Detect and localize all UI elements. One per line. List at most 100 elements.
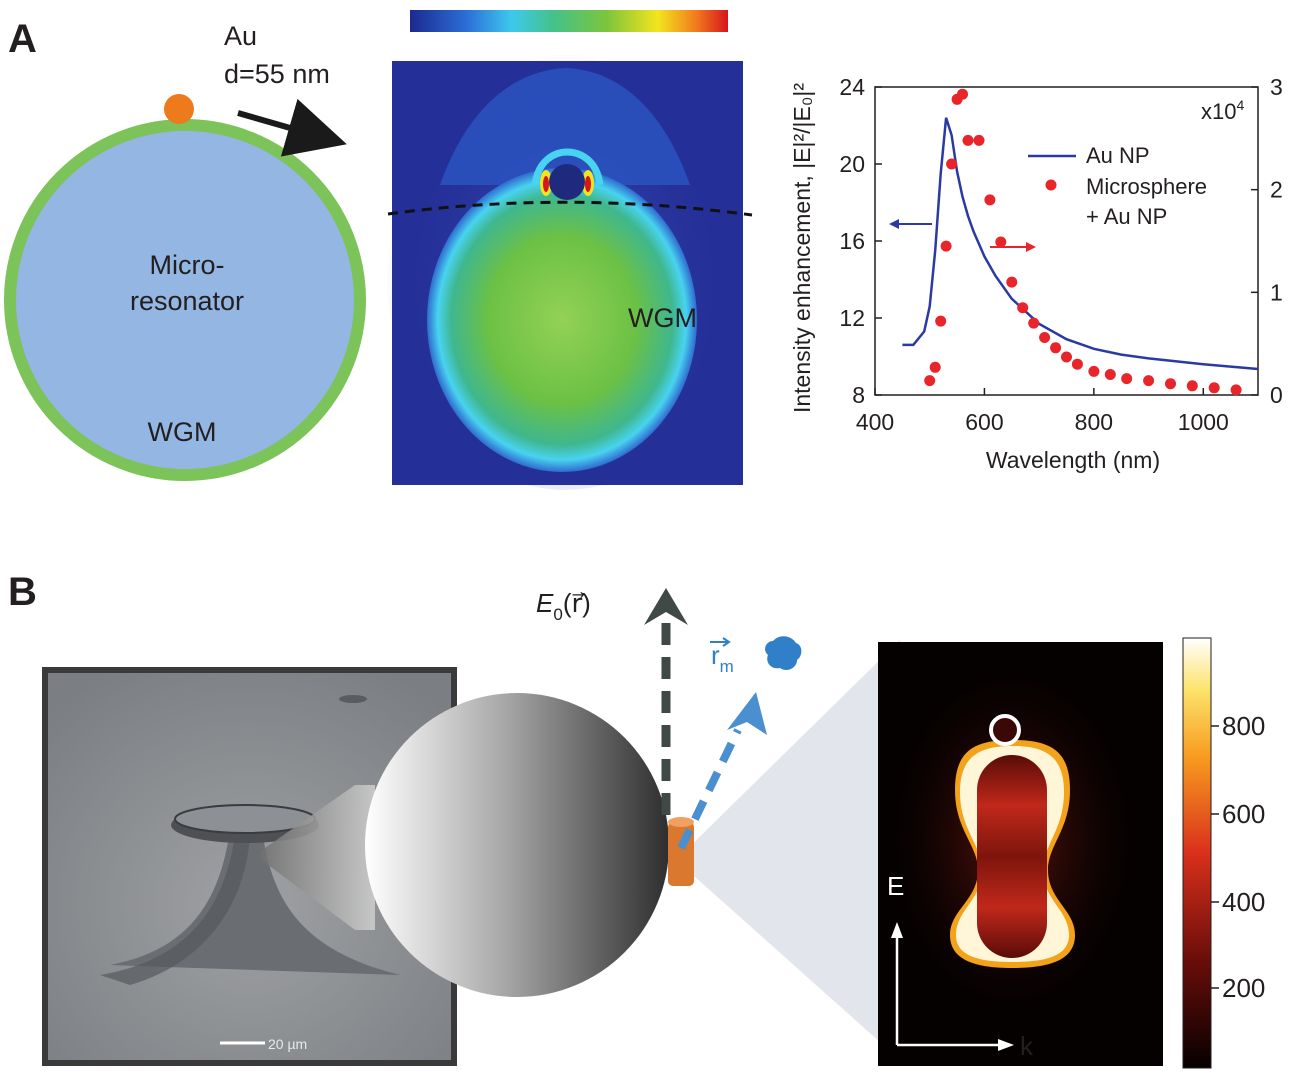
- right-tick-label: 0: [1270, 382, 1283, 408]
- right-tick-label: 1: [1270, 279, 1283, 305]
- particle-label: Au: [224, 21, 257, 51]
- sem-scale-label: 20 µm: [268, 1036, 307, 1052]
- axis-k-label: k: [1020, 1031, 1034, 1061]
- nanorod-top: [668, 817, 694, 827]
- colorbar-label-400: 400: [1222, 887, 1265, 917]
- x-axis-ticks: 400 600 800 1000: [856, 388, 1229, 435]
- sem-pedestal-shadow: [100, 835, 250, 985]
- data-point: [1017, 302, 1029, 314]
- left-tick-label: 20: [839, 151, 865, 177]
- sem-blob: [339, 695, 367, 703]
- microresonator-circle: [4, 119, 366, 481]
- nanorod-field-map: E k: [877, 642, 1163, 1066]
- data-point: [962, 134, 974, 146]
- data-point: [1143, 375, 1155, 387]
- field-arrow-head: [644, 588, 688, 625]
- data-point: [929, 361, 941, 373]
- colorbar-b-bar: [1182, 637, 1212, 1069]
- data-point: [924, 375, 936, 387]
- legend-label-microsphere-2: + Au NP: [1086, 204, 1167, 229]
- microresonator-diagram: Micro- resonator WGM: [4, 94, 366, 481]
- left-tick-label: 24: [839, 74, 865, 100]
- hotspot-right-core: [585, 176, 591, 192]
- data-point: [1104, 369, 1116, 380]
- legend-label-microsphere: Microsphere: [1086, 174, 1207, 199]
- colorbar-label-600: 600: [1222, 799, 1265, 829]
- data-point: [973, 134, 985, 146]
- sem-pedestal: [110, 830, 400, 975]
- position-arrow-shaft: [677, 728, 742, 850]
- x-tick-label: 400: [856, 409, 894, 435]
- colorbar-a: [410, 10, 728, 32]
- colorbar-label-800: 800: [1222, 711, 1265, 741]
- series-microsphere-points: [924, 88, 1242, 396]
- chart-frame: [874, 86, 1259, 396]
- gold-nanoparticle: [164, 94, 194, 124]
- data-point: [995, 236, 1007, 248]
- data-point: [935, 315, 947, 327]
- wgm-label-left: WGM: [148, 417, 217, 447]
- x-tick-label: 1000: [1178, 409, 1229, 435]
- left-tick-label: 12: [839, 305, 865, 331]
- data-point: [1186, 380, 1198, 392]
- legend-dot-swatch: [1045, 179, 1057, 191]
- colorbar-label-200: 200: [1222, 973, 1265, 1003]
- axis-e-head: [891, 922, 903, 938]
- right-axis-multiplier: x104: [1201, 97, 1244, 124]
- resonator-label-line2: resonator: [130, 286, 244, 316]
- data-point: [1230, 384, 1242, 396]
- resonator-label-line1: Micro-: [150, 250, 225, 280]
- particle-in-field: [549, 164, 585, 200]
- data-point: [984, 194, 996, 206]
- nanorod-tip-particle: [989, 714, 1021, 746]
- right-tick-label: 3: [1270, 74, 1283, 100]
- x-tick-label: 800: [1075, 409, 1113, 435]
- data-point: [946, 158, 958, 170]
- particle-hotspot-ring: [531, 148, 604, 186]
- pointer-arrow: [237, 98, 347, 157]
- legend-label-au-np: Au NP: [1086, 143, 1150, 168]
- data-point: [1050, 342, 1062, 354]
- series-au-np-line: [902, 117, 1259, 371]
- data-point: [1208, 382, 1220, 394]
- nanorod-body: [977, 755, 1047, 958]
- field-main-mode: [427, 168, 697, 472]
- data-point: [1071, 358, 1083, 370]
- right-tick-label: 2: [1270, 177, 1283, 203]
- panel-label-a: A: [8, 17, 37, 61]
- y-axis-label: Intensity enhancement, |E|²/|E₀|²: [789, 83, 815, 413]
- data-point: [957, 88, 968, 100]
- colorbar-b: 800 600 400 200: [1182, 637, 1265, 1069]
- data-point: [1039, 332, 1051, 343]
- data-point: [1165, 378, 1176, 390]
- right-axis-indicator-head: [1026, 242, 1036, 252]
- panel-label-b: B: [8, 570, 37, 614]
- position-label-vector-arrow: [710, 637, 731, 647]
- left-tick-label: 16: [839, 228, 865, 254]
- wgm-label-field: WGM: [628, 303, 697, 333]
- molecule: [765, 636, 802, 671]
- resonator-boundary: [387, 200, 753, 217]
- left-tick-label: 8: [852, 382, 865, 408]
- axis-e-label: E: [887, 871, 904, 901]
- zoom-cone-left: [255, 785, 375, 930]
- left-axis-ticks: 8 12 16 20 24: [839, 74, 882, 408]
- position-arrow-head: [727, 692, 767, 735]
- microsphere: [365, 693, 669, 997]
- data-point: [1028, 317, 1040, 329]
- particle-size-label: d=55 nm: [224, 59, 330, 89]
- field-label: E0(r⃗): [536, 588, 591, 624]
- hotspot-left-core: [543, 176, 549, 192]
- x-tick-label: 600: [965, 409, 1003, 435]
- field-top-lobe: [440, 68, 690, 185]
- data-point: [1088, 365, 1100, 377]
- right-axis-ticks: 0 1 2 3: [1251, 74, 1283, 408]
- data-point: [940, 240, 952, 252]
- zoom-cone-right: [676, 640, 900, 1060]
- position-label: rm: [711, 640, 734, 676]
- x-axis-label: Wavelength (nm): [986, 447, 1160, 473]
- data-point: [1061, 351, 1072, 363]
- data-point: [1006, 276, 1018, 288]
